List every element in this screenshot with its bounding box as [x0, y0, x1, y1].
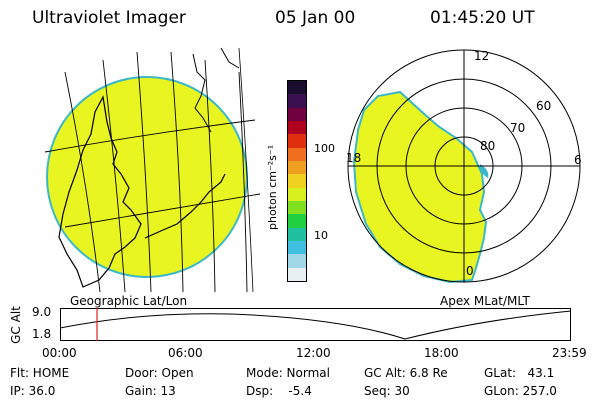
- mlt-label-18: 18: [346, 151, 361, 165]
- status-gain: Gain: 13: [125, 384, 176, 398]
- timeline-x-tick-4: 23:59: [552, 346, 587, 360]
- altitude-timeline: [60, 308, 572, 341]
- geographic-map: [44, 47, 261, 292]
- date-label: 05 Jan 00: [275, 8, 356, 28]
- status-flt: Flt: HOME: [10, 366, 70, 380]
- geo-terminator: [238, 47, 254, 292]
- colorbar-segment: [288, 174, 306, 188]
- geo-meridians: [64, 51, 248, 292]
- status-glat: GLat: 43.1: [484, 366, 555, 380]
- colorbar-segment: [288, 160, 306, 175]
- apex-emission-region: [352, 90, 488, 284]
- colorbar-segment: [288, 81, 306, 95]
- mlat-label-60: 60: [536, 99, 551, 113]
- colorbar-segment: [288, 227, 306, 241]
- timeline-y-tick-low: 1.8: [32, 327, 52, 341]
- timeline-x-tick-0: 00:00: [42, 346, 77, 360]
- status-door: Door: Open: [125, 366, 194, 380]
- colorbar-segment: [288, 94, 306, 108]
- colorbar-segment: [288, 267, 306, 281]
- apex-polar-plot: 12 18 6 0 60 70 80: [346, 49, 582, 284]
- colorbar-tick-10: 10: [314, 229, 328, 242]
- geo-emission-disk: [46, 76, 248, 278]
- geo-parallels: [44, 119, 261, 228]
- timeline-x-tick-3: 18:00: [424, 346, 459, 360]
- status-mode: Mode: Normal: [246, 366, 330, 380]
- mlt-label-6: 6: [574, 153, 582, 167]
- colorbar: [287, 80, 307, 282]
- timeline-y-label: GC Alt: [9, 306, 23, 344]
- mlt-label-12: 12: [474, 49, 489, 63]
- colorbar-segment: [288, 214, 306, 228]
- status-gc-alt: GC Alt: 6.8 Re: [364, 366, 448, 380]
- app-title: Ultraviolet Imager: [32, 8, 186, 28]
- geo-caption: Geographic Lat/Lon: [70, 294, 188, 308]
- apex-emission-detail: [480, 164, 489, 178]
- colorbar-segment: [288, 200, 306, 215]
- colorbar-tick-100: 100: [314, 142, 335, 155]
- geo-coastline: [58, 95, 142, 288]
- timeline-x-tick-1: 06:00: [168, 346, 203, 360]
- colorbar-segment: [288, 134, 306, 148]
- geo-shoreline: [144, 173, 226, 239]
- timeline-x-tick-2: 12:00: [296, 346, 331, 360]
- colorbar-segment: [288, 240, 306, 255]
- mlat-label-80: 80: [480, 139, 495, 153]
- colorbar-segment: [288, 147, 306, 161]
- altitude-curve: [60, 310, 572, 340]
- status-seq: Seq: 30: [364, 384, 410, 398]
- colorbar-segment: [288, 120, 306, 135]
- mlt-label-0: 0: [466, 264, 474, 278]
- mlat-label-70: 70: [510, 121, 525, 135]
- timeline-y-tick-high: 9.0: [32, 305, 52, 319]
- apex-caption: Apex MLat/MLT: [440, 294, 530, 308]
- colorbar-segment: [288, 254, 306, 268]
- geo-arctic-coast-2: [220, 47, 240, 69]
- apex-rings: [347, 49, 581, 283]
- status-glon: GLon: 257.0: [484, 384, 557, 398]
- colorbar-segment: [288, 187, 306, 201]
- colorbar-segment: [288, 107, 306, 121]
- status-ip: IP: 36.0: [10, 384, 56, 398]
- colorbar-unit-label: photon cm⁻²s⁻¹: [266, 144, 279, 230]
- geo-arctic-coast: [192, 53, 212, 133]
- time-label: 01:45:20 UT: [430, 8, 535, 28]
- status-dsp: Dsp: -5.4: [246, 384, 312, 398]
